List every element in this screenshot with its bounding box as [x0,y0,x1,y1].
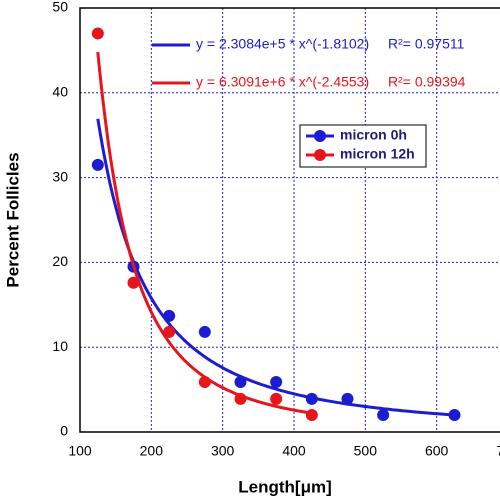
data-point [163,309,176,322]
y-tick-label: 20 [52,253,68,269]
legend-label: micron 0h [340,127,407,143]
data-point [91,27,104,40]
data-point [198,325,211,338]
data-point [305,409,318,422]
x-tick-label: 600 [425,443,449,459]
data-point [305,392,318,405]
x-tick-label: 200 [140,443,164,459]
y-tick-label: 10 [52,338,68,354]
y-tick-label: 40 [52,84,68,100]
data-point [234,392,247,405]
x-tick-label: 700 [496,443,500,459]
legend-marker [314,130,326,142]
fit-r2: R²= 0.99394 [388,74,466,90]
y-tick-label: 50 [52,0,68,15]
data-point [234,375,247,388]
data-point [377,409,390,422]
data-point [91,158,104,171]
data-point [341,392,354,405]
x-tick-label: 500 [354,443,378,459]
fit-curve [96,51,313,415]
legend-label: micron 12h [340,146,415,162]
x-tick-label: 100 [68,443,92,459]
y-tick-label: 0 [60,423,68,439]
data-point [448,409,461,422]
data-point [270,375,283,388]
fit-r2: R²= 0.97511 [388,36,465,52]
fit-equation: y = 6.3091e+6 * x^(-2.4553) [196,74,369,90]
plot-frame [79,7,500,433]
x-tick-label: 400 [282,443,306,459]
fit-curve [96,118,455,417]
data-point [163,325,176,338]
y-axis-label: Percent Follicles [3,152,22,287]
x-tick-label: 300 [211,443,235,459]
y-tick-label: 30 [52,168,68,184]
data-point [198,375,211,388]
x-axis-label: Length[μm] [238,477,332,496]
data-point [270,392,283,405]
data-point [127,276,140,289]
fit-equation: y = 2.3084e+5 * x^(-1.8102) [196,36,369,52]
legend-marker [314,149,326,161]
